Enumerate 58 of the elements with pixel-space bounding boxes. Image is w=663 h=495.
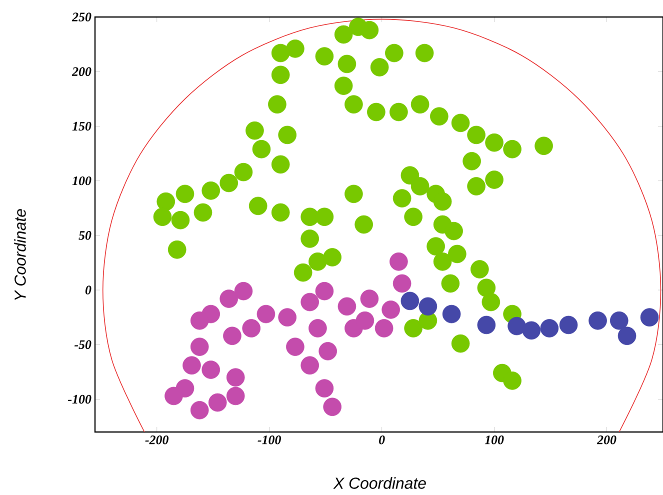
x-tick-label: -200 bbox=[145, 436, 169, 444]
point bbox=[540, 319, 559, 338]
point bbox=[477, 316, 496, 334]
point bbox=[300, 292, 319, 312]
point bbox=[220, 290, 238, 308]
point bbox=[300, 356, 319, 375]
x-tick-label: 0 bbox=[379, 436, 385, 444]
x-tick-label: -100 bbox=[258, 436, 281, 444]
point bbox=[226, 368, 245, 387]
y-tick-label: 150 bbox=[72, 122, 92, 131]
point bbox=[442, 304, 461, 324]
x-tick-label: 200 bbox=[596, 436, 616, 444]
point bbox=[242, 319, 261, 338]
point bbox=[226, 386, 245, 406]
y-tick-label: 50 bbox=[78, 231, 92, 240]
point bbox=[508, 316, 526, 336]
point bbox=[315, 379, 334, 398]
point bbox=[392, 274, 412, 293]
point bbox=[164, 386, 183, 406]
point bbox=[588, 311, 607, 330]
y-tick-label: 250 bbox=[72, 12, 92, 22]
x-axis-title: X Coordinate bbox=[333, 477, 426, 489]
point bbox=[223, 326, 242, 346]
point bbox=[400, 292, 420, 310]
y-tick-label: 100 bbox=[72, 176, 92, 186]
line-series bbox=[102, 18, 662, 432]
point bbox=[256, 304, 276, 324]
point bbox=[640, 308, 659, 326]
point bbox=[315, 282, 334, 300]
point bbox=[190, 311, 209, 330]
point bbox=[610, 311, 628, 330]
point bbox=[356, 311, 374, 330]
point bbox=[418, 297, 438, 316]
point bbox=[190, 400, 209, 420]
point bbox=[202, 360, 220, 379]
point bbox=[318, 342, 337, 360]
point bbox=[190, 338, 209, 356]
point bbox=[286, 338, 304, 356]
x-tick-label: 100 bbox=[484, 436, 504, 444]
point bbox=[182, 356, 201, 375]
point bbox=[323, 398, 342, 416]
y-tick-label: 200 bbox=[72, 67, 92, 76]
point bbox=[360, 290, 379, 308]
point bbox=[374, 319, 394, 338]
point bbox=[522, 321, 541, 340]
point bbox=[618, 326, 636, 346]
point bbox=[308, 319, 327, 338]
y-axis-title: Y Coordinate bbox=[14, 209, 26, 300]
point bbox=[234, 282, 253, 300]
point bbox=[390, 252, 408, 271]
y-tick-label: -50 bbox=[74, 340, 92, 349]
y-tick-label: 0 bbox=[85, 286, 92, 294]
y-tick-label: -100 bbox=[68, 394, 92, 404]
point bbox=[559, 316, 578, 334]
point bbox=[382, 300, 400, 319]
point bbox=[338, 297, 356, 316]
point bbox=[208, 393, 227, 412]
point bbox=[278, 308, 297, 326]
